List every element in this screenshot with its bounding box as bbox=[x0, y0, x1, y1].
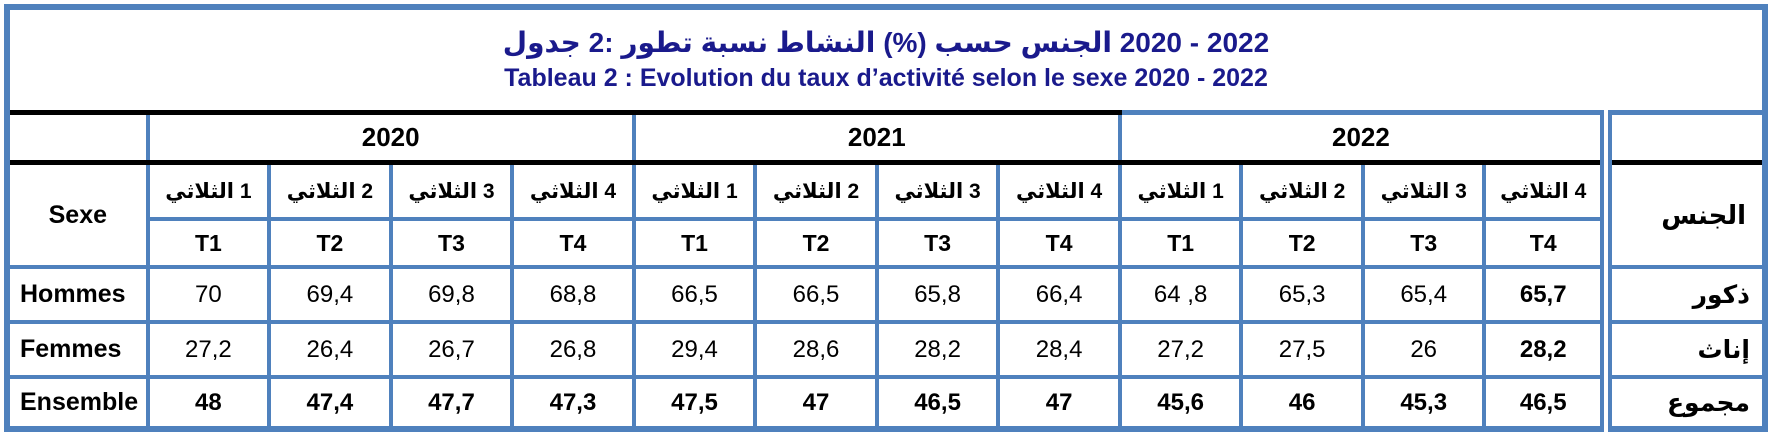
data-cell: 29,4 bbox=[631, 320, 758, 379]
data-cell: 65,7 bbox=[1482, 265, 1608, 324]
data-cell: 66,4 bbox=[996, 265, 1122, 324]
quarter-header-ar: الثلاثي‎ 3 bbox=[874, 160, 1001, 221]
data-cell: 45,6 bbox=[1117, 375, 1244, 431]
quarter-header-ar: الثلاثي‎ 3 bbox=[388, 160, 515, 221]
data-cell: 47 bbox=[753, 375, 879, 431]
quarter-header-ar: الثلاثي‎ 4 bbox=[1482, 160, 1608, 221]
empty-corner-left bbox=[5, 110, 150, 165]
data-cell: 27,5 bbox=[1239, 320, 1365, 379]
data-cell: 65,8 bbox=[874, 265, 1001, 324]
year-header-row: 2020 2021 2022 bbox=[5, 110, 1768, 165]
quarter-header-t: T2 bbox=[267, 217, 393, 269]
data-cell: 69,8 bbox=[388, 265, 515, 324]
year-header-2021: 2021 bbox=[631, 110, 1122, 165]
quarter-header-ar: الثلاثي‎ 4 bbox=[510, 160, 636, 221]
row-label-hommes: Hommes bbox=[5, 265, 150, 324]
quarter-header-ar: الثلاثي‎ 2 bbox=[753, 160, 879, 221]
data-cell: 64 ,8 bbox=[1117, 265, 1244, 324]
year-header-2020: 2020 bbox=[145, 110, 636, 165]
quarter-header-t: T2 bbox=[753, 217, 879, 269]
title-cell: جدول‎ 2: ‎تطور ‎نسبة ‎النشاط‎ (%) ‎حسب ‎… bbox=[7, 7, 1765, 113]
data-cell: 69,4 bbox=[267, 265, 393, 324]
data-cell: 47 bbox=[996, 375, 1122, 431]
quarter-header-t: T1 bbox=[1117, 217, 1244, 269]
gender-header-arabic: الجنس bbox=[1599, 160, 1768, 269]
table-row-ensemble: Ensemble 48 47,4 47,7 47,3 47,5 47 46,5 … bbox=[5, 375, 1768, 431]
quarter-arabic-header-row: Sexe الثلاثي‎ 1 الثلاثي‎ 2 الثلاثي‎ 3 ال… bbox=[5, 160, 1768, 269]
table-title-arabic: جدول‎ 2: ‎تطور ‎نسبة ‎النشاط‎ (%) ‎حسب ‎… bbox=[502, 26, 1270, 58]
table-title-french: Tableau 2 : Evolution du taux d’activité… bbox=[504, 64, 1268, 93]
data-cell: 26,7 bbox=[388, 320, 515, 379]
quarter-header-t: T1 bbox=[631, 217, 758, 269]
data-cell: 68,8 bbox=[510, 265, 636, 324]
quarter-header-ar: الثلاثي‎ 2 bbox=[1239, 160, 1365, 221]
quarter-header-t: T1 bbox=[145, 217, 272, 269]
quarter-t-header-row: T1 T2 T3 T4 T1 T2 T3 T4 T1 T2 T3 T4 bbox=[7, 217, 1765, 269]
data-cell: 47,7 bbox=[388, 375, 515, 431]
data-cell: 26,4 bbox=[267, 320, 393, 379]
data-cell: 28,6 bbox=[753, 320, 879, 379]
sexe-header: Sexe bbox=[5, 160, 150, 269]
quarter-header-t: T3 bbox=[874, 217, 1001, 269]
quarter-header-t: T4 bbox=[996, 217, 1122, 269]
quarter-header-ar: الثلاثي‎ 1 bbox=[145, 160, 272, 221]
activity-rate-table: جدول‎ 2: ‎تطور ‎نسبة ‎النشاط‎ (%) ‎حسب ‎… bbox=[4, 4, 1768, 432]
data-cell: 27,2 bbox=[1117, 320, 1244, 379]
quarter-header-t: T4 bbox=[1482, 217, 1608, 269]
data-cell: 66,5 bbox=[631, 265, 758, 324]
data-cell: 27,2 bbox=[145, 320, 272, 379]
table-row-hommes: Hommes 70 69,4 69,8 68,8 66,5 66,5 65,8 … bbox=[5, 265, 1768, 324]
quarter-header-ar: الثلاثي‎ 1 bbox=[631, 160, 758, 221]
quarter-header-ar: الثلاثي‎ 4 bbox=[996, 160, 1122, 221]
data-cell: 47,5 bbox=[631, 375, 758, 431]
data-cell: 47,4 bbox=[267, 375, 393, 431]
quarter-header-t: T2 bbox=[1239, 217, 1365, 269]
data-cell: 28,4 bbox=[996, 320, 1122, 379]
data-cell: 47,3 bbox=[510, 375, 636, 431]
data-cell: 26 bbox=[1360, 320, 1487, 379]
data-cell: 26,8 bbox=[510, 320, 636, 379]
quarter-header-t: T3 bbox=[388, 217, 515, 269]
row-label-femmes-arabic: إناث bbox=[1599, 320, 1768, 379]
data-cell: 65,3 bbox=[1239, 265, 1365, 324]
table-row-femmes: Femmes 27,2 26,4 26,7 26,8 29,4 28,6 28,… bbox=[5, 320, 1768, 379]
row-label-ensemble: Ensemble bbox=[5, 375, 150, 431]
row-label-femmes: Femmes bbox=[5, 320, 150, 379]
quarter-header-t: T3 bbox=[1360, 217, 1487, 269]
data-cell: 46,5 bbox=[874, 375, 1001, 431]
data-cell: 28,2 bbox=[1482, 320, 1608, 379]
data-cell: 46 bbox=[1239, 375, 1365, 431]
data-cell: 66,5 bbox=[753, 265, 879, 324]
quarter-header-t: T4 bbox=[510, 217, 636, 269]
quarter-header-ar: الثلاثي‎ 3 bbox=[1360, 160, 1487, 221]
quarter-header-ar: الثلاثي‎ 1 bbox=[1117, 160, 1244, 221]
data-cell: 28,2 bbox=[874, 320, 1001, 379]
data-cell: 48 bbox=[145, 375, 272, 431]
row-label-hommes-arabic: ذكور bbox=[1599, 265, 1768, 324]
empty-corner-right bbox=[1599, 110, 1768, 165]
title-row: جدول‎ 2: ‎تطور ‎نسبة ‎النشاط‎ (%) ‎حسب ‎… bbox=[7, 7, 1765, 113]
data-cell: 45,3 bbox=[1360, 375, 1487, 431]
data-cell: 70 bbox=[145, 265, 272, 324]
data-cell: 65,4 bbox=[1360, 265, 1487, 324]
data-cell: 46,5 bbox=[1482, 375, 1608, 431]
quarter-header-ar: الثلاثي‎ 2 bbox=[267, 160, 393, 221]
row-label-ensemble-arabic: مجموع bbox=[1599, 375, 1768, 431]
year-header-2022: 2022 bbox=[1117, 110, 1608, 165]
